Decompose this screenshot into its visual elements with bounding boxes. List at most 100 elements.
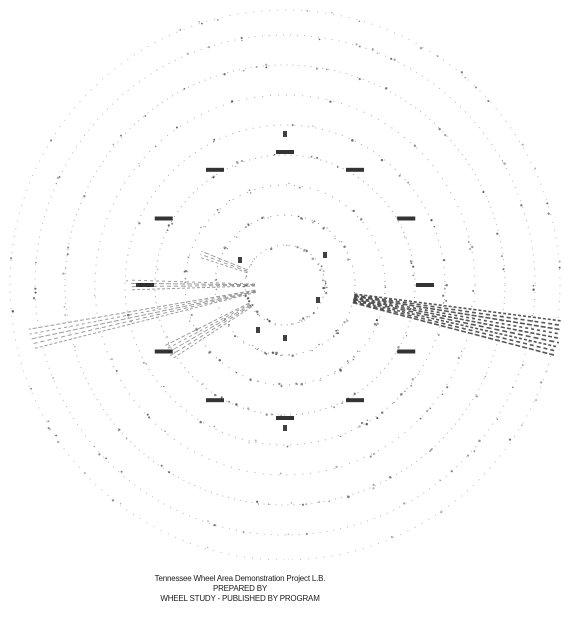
speckle-dot [328,500,330,503]
speckle-dot [311,257,315,261]
ring [214,214,356,356]
speckle-dot [280,385,283,388]
speckle-dot [47,420,50,423]
speckle-dot [336,332,339,335]
spoke-east [353,297,561,340]
speckle-dot [112,143,115,146]
speckle-dot [200,226,202,229]
ring [34,34,536,536]
speckle-dot [373,452,376,456]
speckle-dot [174,351,176,353]
speckle-dot [30,387,33,390]
speckle-dot [257,503,260,505]
speckle-dot [426,410,428,413]
speckle-dot [352,209,355,213]
speckle-dot [130,320,132,323]
speckle-dot [168,471,171,474]
speckle-dot [335,332,338,335]
speckle-dot [503,162,506,165]
speckle-dot [318,501,320,503]
speckle-dot [11,310,15,313]
spoke-west [30,290,256,340]
speckle-dot [346,398,350,402]
speckle-dot [226,247,228,250]
speckle-dot [413,144,417,147]
speckle-dot [380,158,384,162]
speckle-dot [366,419,369,422]
speckle-dot [409,260,412,263]
speckle-dot [402,502,406,505]
speckle-dot [303,250,305,252]
speckle-dot [208,350,212,354]
speckle-dot [171,222,174,225]
ring [244,244,326,326]
speckle-dot [306,315,309,318]
speckle-dot [148,416,150,419]
spoke-east [353,299,559,348]
speckle-dot [74,345,76,348]
speckle-dot [472,290,475,293]
speckle-dot [535,399,538,402]
speckle-dot [357,350,359,353]
speckle-dot [393,401,395,404]
speckle-dot [296,245,299,249]
speckle-dot [199,420,202,424]
caption-title: Tennessee Wheel Area Demonstration Proje… [154,574,326,583]
speckle-dot [329,100,332,103]
speckle-dot [478,439,481,443]
speckle-dot [501,255,503,257]
ring-marker [276,416,294,420]
speckle-dot [291,123,294,127]
speckle-dot [359,218,363,221]
speckle-dot [218,211,220,214]
speckle-dot [256,313,259,316]
speckle-dot [84,472,86,474]
speckle-dot [343,245,346,248]
speckle-dot [267,217,269,219]
speckle-dot [443,302,445,304]
speckle-dot [118,428,121,431]
speckle-dot [227,323,230,326]
speckle-dot [35,261,37,264]
speckle-dot [83,194,86,198]
speckle-dot [202,383,204,385]
speckle-dot [359,45,361,48]
speckle-dot [279,472,282,475]
caption-credits: WHEEL STUDY - PUBLISHED BY PROGRAM [160,594,320,603]
speckle-dot [275,351,278,355]
speckle-dot [204,226,206,228]
speckle-dot [347,362,349,365]
speckle-dot [376,322,379,325]
speckle-dot [340,241,343,243]
speckle-dot [241,39,243,42]
spoke-east [354,293,563,322]
spoke-northwest [200,253,248,272]
speckle-dot [405,335,408,337]
speckle-dot [334,237,336,240]
speckle-dot [243,342,245,344]
speckle-dot [404,390,406,393]
ring [154,154,416,416]
speckle-dot [410,384,413,387]
speckle-dot [220,396,223,399]
speckle-dot [98,453,101,456]
speckle-dot [360,421,364,425]
speckle-dot [385,87,388,90]
speckle-dot [270,247,273,251]
speckle-dot [390,57,393,60]
speckle-dot [250,263,253,266]
speckle-dot [502,268,505,271]
speckle-dot [120,134,122,137]
speckle-dot [440,511,443,514]
speckle-dot [372,483,375,486]
speckle-dot [411,265,415,268]
speckle-dot [250,304,252,306]
speckle-dot [248,300,251,303]
speckle-dot [303,248,306,252]
speckle-dot [242,69,245,72]
ring [9,9,561,560]
speckle-dot [242,531,245,534]
speckle-dot [247,297,250,300]
spoke-east [353,295,562,331]
spoke-east [353,296,561,335]
